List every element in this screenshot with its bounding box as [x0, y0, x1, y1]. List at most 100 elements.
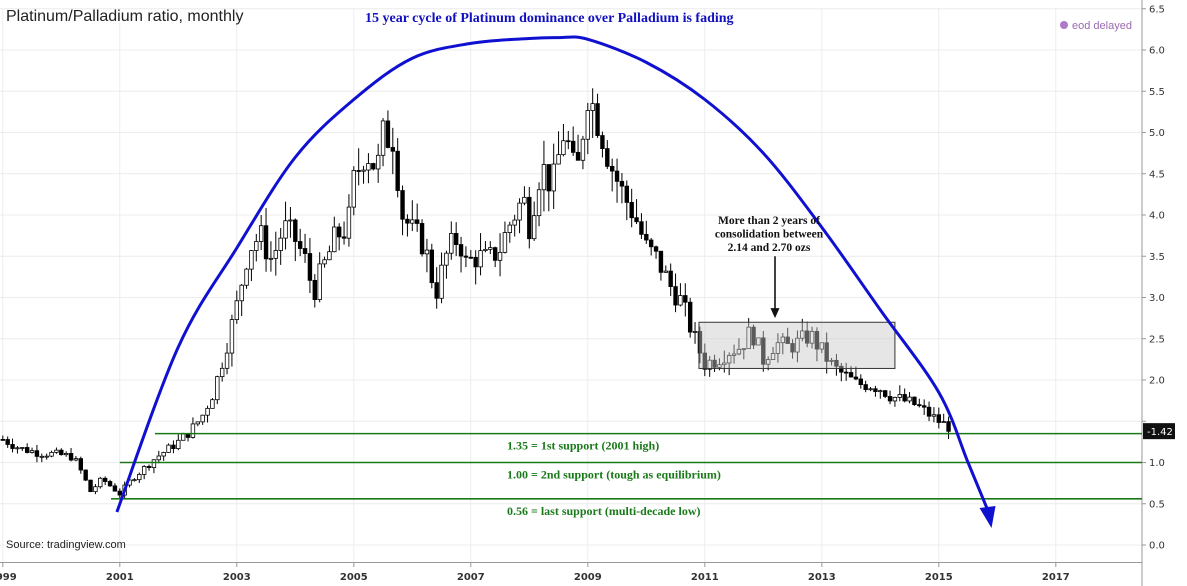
candle-body	[453, 233, 459, 245]
candle-body	[419, 223, 425, 255]
candle	[176, 434, 181, 451]
candle	[190, 417, 196, 439]
candle	[868, 387, 873, 392]
candle-body	[73, 458, 79, 461]
candle-body	[644, 233, 649, 241]
candle	[536, 182, 542, 227]
candle	[29, 447, 35, 454]
candle-body	[400, 190, 405, 220]
candle	[54, 447, 59, 454]
consolidation-box	[698, 321, 896, 369]
candle-body	[653, 246, 659, 252]
y-tick-label: 1.0	[1149, 458, 1165, 469]
candle-body	[410, 219, 415, 224]
y-tick-label: 5.5	[1149, 87, 1165, 98]
candle	[809, 326, 815, 349]
candle-body	[761, 337, 766, 365]
candle	[405, 214, 410, 237]
candle-body	[195, 421, 200, 425]
candle	[132, 478, 137, 482]
candle	[931, 407, 937, 423]
candle-body	[873, 388, 878, 392]
candle-body	[800, 330, 805, 339]
candle	[375, 143, 381, 183]
candle	[527, 186, 532, 249]
candle-body	[775, 342, 781, 354]
candle	[678, 283, 683, 307]
y-tick-label: 3.5	[1149, 252, 1165, 263]
candle-body	[882, 390, 888, 397]
candle-body	[395, 150, 400, 191]
candle-body	[605, 148, 610, 167]
candle-body	[375, 154, 381, 170]
candle	[288, 206, 293, 238]
candle	[707, 356, 712, 377]
candle-body	[24, 447, 30, 453]
candle-body	[414, 219, 420, 224]
candle-body	[210, 399, 215, 409]
candle	[449, 221, 454, 260]
candle	[775, 333, 781, 363]
candle-body	[302, 248, 308, 254]
candle	[24, 443, 30, 454]
candle-body	[317, 263, 322, 300]
candle	[644, 220, 649, 244]
candle	[551, 143, 556, 209]
candle-body	[268, 257, 274, 260]
candle	[478, 233, 483, 276]
candle	[541, 140, 547, 212]
candle-body	[502, 232, 508, 253]
cycle-arc	[115, 35, 990, 513]
candle-body	[780, 336, 785, 344]
candle	[834, 353, 839, 376]
candle	[78, 456, 83, 474]
candle-body	[278, 237, 283, 251]
candle	[761, 330, 766, 372]
candle-body	[254, 241, 259, 251]
candle	[912, 396, 917, 406]
candle	[570, 126, 576, 156]
candle	[297, 228, 303, 257]
candle	[673, 273, 678, 313]
candle-body	[180, 433, 186, 441]
candle-body	[585, 110, 590, 140]
candle	[371, 162, 376, 171]
candle	[424, 238, 430, 273]
candle-body	[561, 140, 566, 156]
candle-body	[141, 466, 147, 475]
grid	[0, 8, 1142, 562]
candle	[887, 390, 893, 405]
candle	[444, 250, 449, 279]
y-tick-label: 6.5	[1149, 4, 1165, 15]
candle-body	[458, 244, 464, 257]
x-tick-label: 2003	[223, 572, 251, 583]
annotation-group: More than 2 years of consolidation betwee…	[715, 215, 824, 319]
candle-body	[687, 301, 693, 333]
candle-body	[736, 348, 742, 355]
candle	[702, 343, 707, 377]
candle-body	[161, 452, 166, 457]
support-label: 1.35 = 1st support (2001 high)	[507, 439, 659, 453]
candle-body	[580, 138, 586, 161]
candle	[726, 352, 732, 376]
candle-body	[351, 170, 356, 208]
candle-body	[536, 189, 542, 217]
candle-body	[717, 364, 722, 368]
candle	[107, 479, 113, 487]
candle	[141, 465, 147, 480]
candle-body	[444, 252, 449, 266]
candle-body	[590, 103, 595, 111]
y-tick-label: 2.0	[1149, 376, 1165, 387]
candle-body	[356, 170, 361, 172]
candle	[790, 339, 795, 359]
candle	[434, 267, 439, 309]
candle-body	[531, 215, 537, 240]
candle-body	[244, 268, 249, 286]
candle-body	[59, 449, 64, 456]
candle-body	[380, 120, 386, 156]
candle-body	[575, 151, 581, 161]
candle-body	[619, 180, 625, 187]
candle-body	[371, 163, 376, 170]
candle-body	[941, 421, 946, 424]
